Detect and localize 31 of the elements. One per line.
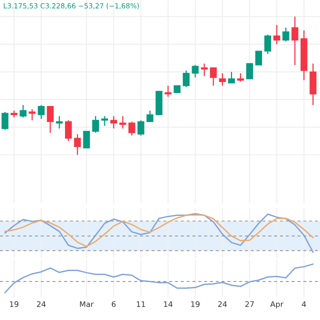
candlestick: [192, 64, 199, 78]
candlestick: [64, 120, 72, 142]
candlestick: [146, 110, 154, 122]
candlestick: [74, 134, 81, 156]
candlestick: [28, 108, 36, 121]
candlestick: [137, 120, 144, 136]
candlestick: [210, 67, 217, 86]
candlestick: [110, 116, 118, 130]
candlestick: [273, 24, 280, 45]
candlestick: [156, 90, 162, 116]
candlestick: [255, 50, 262, 66]
candlestick: [56, 116, 63, 130]
candlestick: [164, 85, 172, 98]
candlestick: [219, 72, 226, 86]
candlestick: [246, 63, 254, 80]
candlestick: [291, 16, 298, 66]
candlestick: [282, 27, 290, 42]
candlestick: [20, 104, 27, 118]
candlestick: [92, 116, 99, 134]
candlestick: [119, 116, 126, 130]
candlestick: [101, 116, 108, 126]
candlestick: [46, 106, 54, 134]
candlestick: [228, 71, 235, 84]
candlestick: [264, 34, 272, 54]
candlestick: [83, 130, 90, 148]
candlestick: [128, 121, 136, 136]
candlestick: [182, 70, 190, 88]
candlestick: [2, 111, 8, 130]
candlestick: [310, 63, 316, 106]
candlestick: [200, 63, 208, 77]
candlestick: [38, 104, 45, 120]
